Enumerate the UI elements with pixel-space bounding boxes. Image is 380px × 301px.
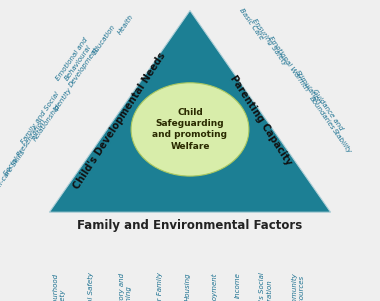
Text: Family and Social
Relationship: Family and Social Relationship bbox=[21, 91, 67, 150]
Text: Health: Health bbox=[116, 13, 135, 35]
Text: Emotional Warmth: Emotional Warmth bbox=[268, 35, 310, 92]
Text: Guidance and
Boundaries: Guidance and Boundaries bbox=[306, 88, 344, 135]
Polygon shape bbox=[49, 11, 331, 212]
Text: Emotional and
Behavioural
Development: Emotional and Behavioural Development bbox=[55, 37, 101, 90]
Text: Community
Resources: Community Resources bbox=[292, 272, 305, 301]
Text: Wider Family: Wider Family bbox=[157, 272, 163, 301]
Text: Ensuring Safety: Ensuring Safety bbox=[252, 18, 288, 67]
Text: Housing: Housing bbox=[185, 272, 191, 301]
Text: Stimulation: Stimulation bbox=[294, 69, 322, 106]
Circle shape bbox=[131, 83, 249, 176]
Text: School Safety: School Safety bbox=[88, 272, 94, 301]
Text: Parenting Capacity: Parenting Capacity bbox=[228, 74, 293, 167]
Text: Social Presentation: Social Presentation bbox=[3, 118, 46, 177]
Text: Employment: Employment bbox=[212, 272, 218, 301]
Text: Self-care Skills: Self-care Skills bbox=[0, 149, 27, 194]
Text: Family and Environmental Factors: Family and Environmental Factors bbox=[78, 219, 302, 232]
Text: Stability: Stability bbox=[331, 128, 353, 155]
Text: Identity: Identity bbox=[52, 86, 73, 112]
Text: Income: Income bbox=[234, 272, 241, 298]
Text: Child's Developmental Needs: Child's Developmental Needs bbox=[72, 50, 168, 191]
Text: Family history and
functioning: Family history and functioning bbox=[119, 272, 132, 301]
Text: Neighbourhood
Safety: Neighbourhood Safety bbox=[52, 272, 65, 301]
Text: Basic Care: Basic Care bbox=[238, 7, 264, 41]
Text: Family's Social
Integration: Family's Social Integration bbox=[260, 272, 272, 301]
Text: Education: Education bbox=[92, 23, 117, 55]
Text: Child
Safeguarding
and promoting
Welfare: Child Safeguarding and promoting Welfare bbox=[152, 108, 228, 150]
